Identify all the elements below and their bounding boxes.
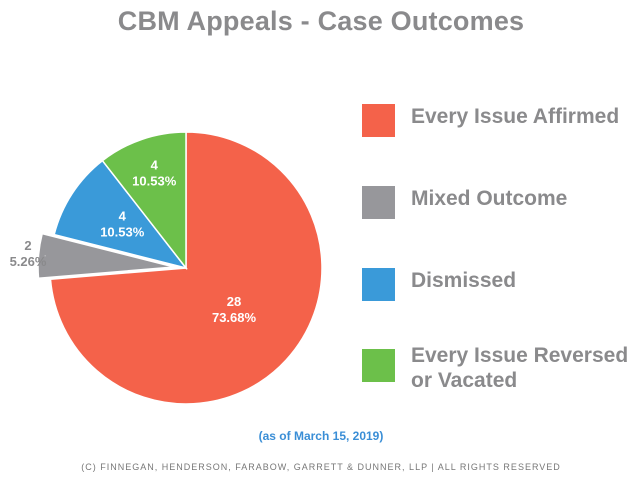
legend-item-mixed-outcome: Mixed Outcome — [362, 186, 641, 219]
legend-label: Mixed Outcome — [411, 187, 568, 210]
legend-swatch — [362, 104, 395, 137]
as-of-note: (as of March 15, 2019) — [258, 429, 384, 443]
data-label-count: 4 — [151, 157, 159, 172]
legend-item-every-issue-affirmed: Every Issue Affirmed — [362, 104, 641, 137]
data-label-percent: 73.68% — [212, 310, 257, 325]
legend-item-every-issue-reversed: Every Issue Reversed or Vacated — [362, 343, 641, 393]
pie-slice-mixed-outcome — [37, 232, 175, 280]
data-label-percent: 5.26% — [10, 254, 47, 269]
data-label-count: 4 — [119, 208, 127, 223]
data-label-count: 2 — [24, 238, 31, 253]
legend-label: Every Issue Reversed or Vacated — [411, 344, 629, 392]
legend-swatch — [362, 186, 395, 219]
legend-swatch — [362, 268, 395, 301]
chart-title: CBM Appeals - Case Outcomes — [117, 6, 525, 36]
copyright-footer: (C) FINNEGAN, HENDERSON, FARABOW, GARRET… — [81, 462, 561, 472]
legend-swatch — [362, 349, 395, 382]
legend-label: Every Issue Affirmed — [411, 105, 620, 128]
data-label-percent: 10.53% — [132, 173, 177, 188]
data-label-percent: 10.53% — [100, 224, 145, 239]
pie-slice-every-issue-reversed-or-vacated — [101, 131, 187, 271]
legend-item-dismissed: Dismissed — [362, 268, 641, 301]
legend-label: Dismissed — [411, 269, 517, 292]
pie-slice-dismissed — [53, 159, 188, 270]
data-label-count: 28 — [227, 294, 241, 309]
